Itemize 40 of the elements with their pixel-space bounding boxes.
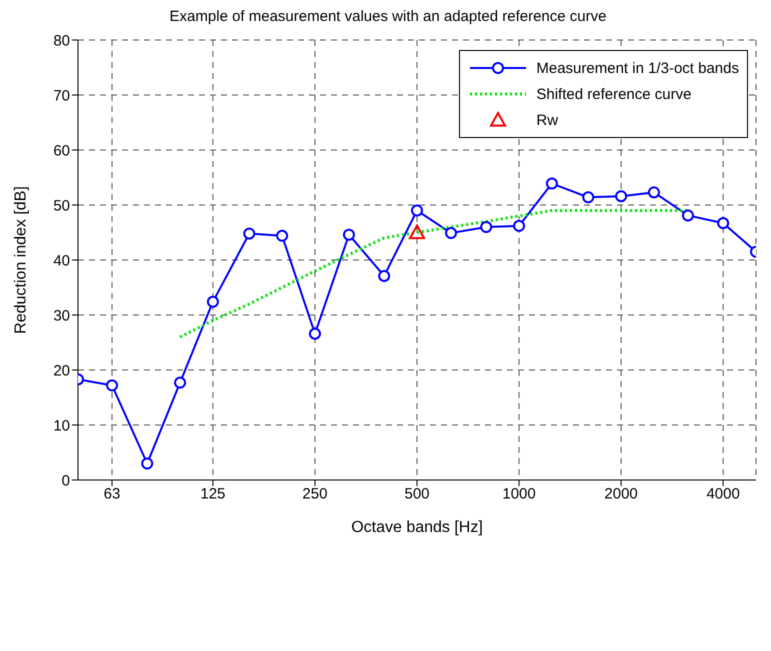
point (411, 204, 423, 216)
legend-label: Rw (536, 112, 558, 128)
x-axis-title: Octave bands [Hz] (351, 519, 483, 536)
y-axis-title: Reduction index [dB] (12, 186, 30, 334)
y-tick-label: 40 (53, 252, 70, 270)
y-tick-label: 80 (53, 32, 70, 50)
x-tick-label: 500 (404, 486, 430, 503)
point (141, 458, 154, 470)
point (582, 191, 594, 204)
x-tick-label: 4000 (706, 486, 740, 503)
point (174, 376, 186, 389)
x-tick-label: 63 (104, 486, 120, 503)
y-tick-label: 30 (53, 307, 70, 324)
y-tick-label: 0 (62, 472, 70, 490)
legend-label: Measurement in 1/3-oct bands (536, 60, 739, 76)
point (276, 230, 288, 242)
x-tick-label: 250 (302, 486, 328, 503)
y-tick-label: 60 (53, 142, 70, 160)
x-tick-label: 125 (200, 486, 226, 503)
point (513, 220, 526, 232)
legend-label: Shifted reference curve (536, 86, 692, 102)
point (682, 209, 694, 222)
point (378, 270, 390, 282)
point (546, 178, 558, 190)
point (243, 228, 256, 240)
x-tick-label: 2000 (604, 486, 638, 503)
point (717, 217, 730, 230)
point (106, 379, 118, 392)
point (445, 227, 458, 240)
y-tick-label: 10 (53, 417, 70, 434)
x-tick-label: 1000 (502, 486, 536, 503)
point (648, 186, 660, 198)
y-tick-label: 70 (53, 87, 70, 104)
point (342, 228, 355, 241)
y-tick-label: 20 (53, 362, 70, 380)
point (615, 190, 628, 202)
point (480, 221, 492, 233)
point (308, 328, 321, 340)
y-tick-label: 50 (53, 197, 70, 214)
chart-title: Example of measurement values with an adapted reference curve (168, 8, 608, 27)
